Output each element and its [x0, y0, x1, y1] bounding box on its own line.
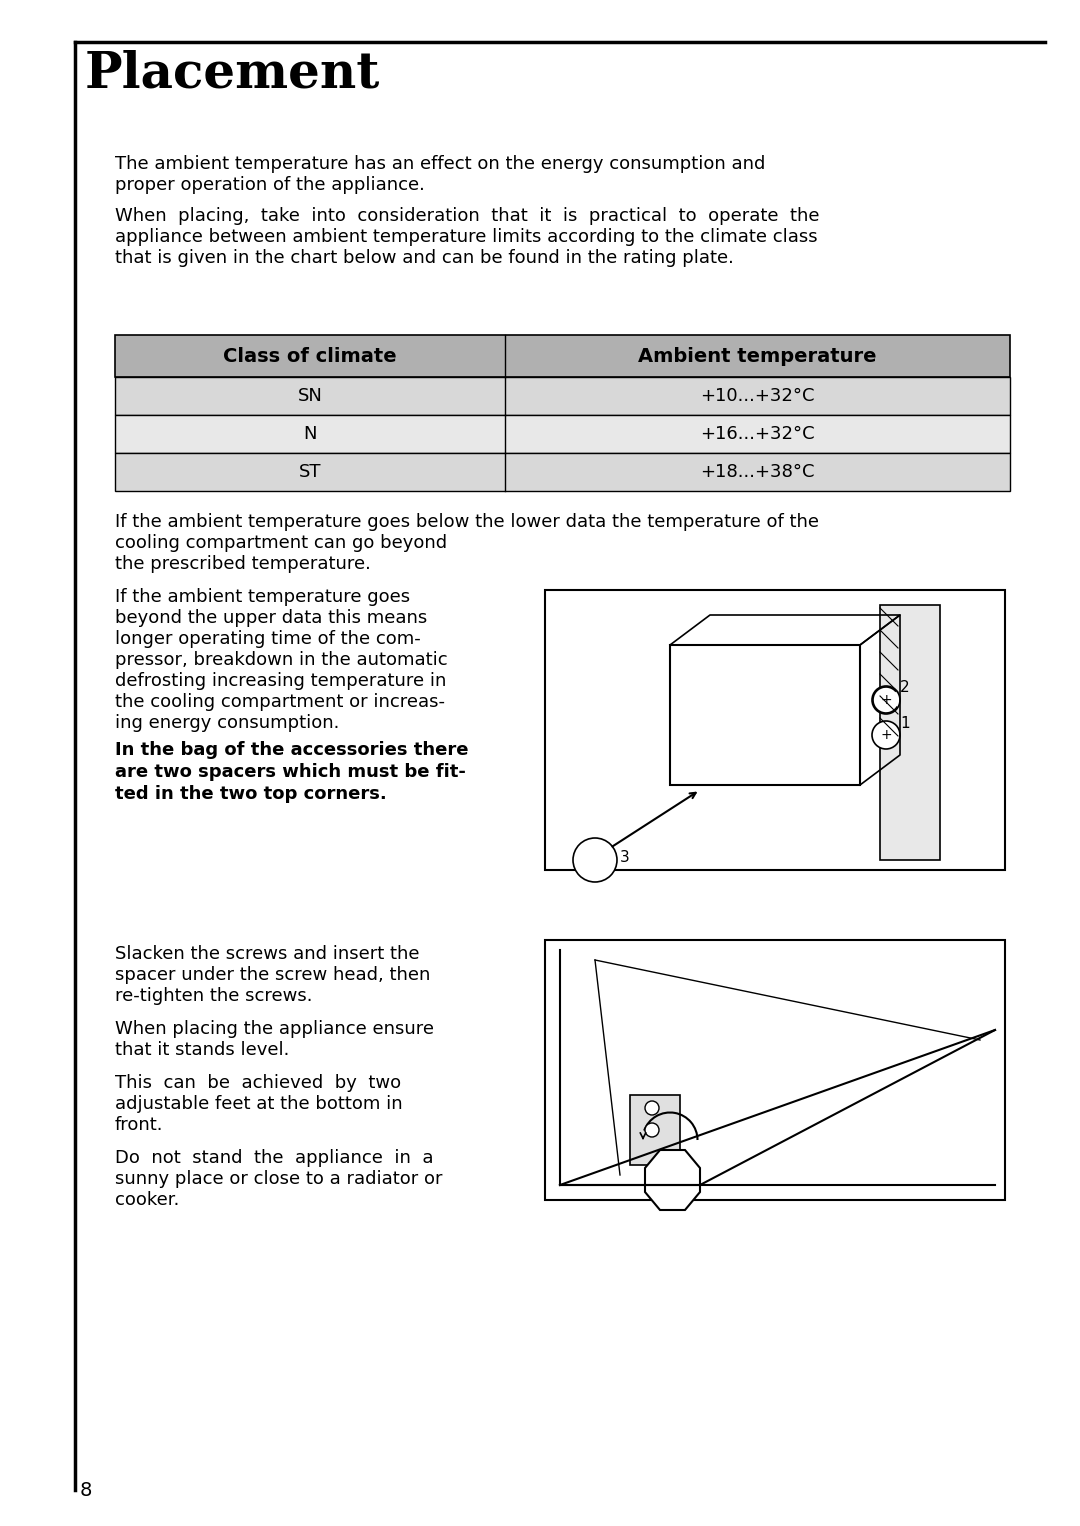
Bar — [545, 591, 1005, 870]
Bar — [630, 1096, 680, 1164]
Text: If the ambient temperature goes: If the ambient temperature goes — [114, 588, 410, 606]
Text: N: N — [303, 426, 316, 443]
Text: 3: 3 — [620, 850, 630, 865]
Text: ted in the two top corners.: ted in the two top corners. — [114, 784, 387, 803]
Text: This  can  be  achieved  by  two: This can be achieved by two — [114, 1074, 401, 1093]
Text: In the bag of the accessories there: In the bag of the accessories there — [114, 742, 469, 758]
Text: cooker.: cooker. — [114, 1190, 179, 1209]
Text: front.: front. — [114, 1116, 163, 1134]
Text: longer operating time of the com-: longer operating time of the com- — [114, 630, 421, 649]
Circle shape — [645, 1100, 659, 1116]
Text: that is given in the chart below and can be found in the rating plate.: that is given in the chart below and can… — [114, 249, 734, 267]
Text: +18...+38°C: +18...+38°C — [700, 462, 814, 481]
Bar — [114, 415, 1010, 453]
Bar — [114, 453, 1010, 491]
Bar — [114, 336, 1010, 377]
Text: If the ambient temperature goes below the lower data the temperature of the: If the ambient temperature goes below th… — [114, 513, 819, 531]
Text: When placing the appliance ensure: When placing the appliance ensure — [114, 1019, 434, 1038]
Text: SN: SN — [298, 388, 323, 404]
Text: +16...+32°C: +16...+32°C — [700, 426, 814, 443]
Bar — [545, 940, 1005, 1199]
Bar — [670, 645, 860, 784]
Text: defrosting increasing temperature in: defrosting increasing temperature in — [114, 671, 446, 690]
Text: Do  not  stand  the  appliance  in  a: Do not stand the appliance in a — [114, 1149, 433, 1167]
Text: are two spacers which must be fit-: are two spacers which must be fit- — [114, 763, 465, 781]
Bar — [114, 377, 1010, 415]
Text: pressor, breakdown in the automatic: pressor, breakdown in the automatic — [114, 652, 447, 668]
Text: +: + — [880, 728, 892, 742]
Text: beyond the upper data this means: beyond the upper data this means — [114, 609, 428, 627]
Text: 8: 8 — [80, 1482, 93, 1500]
Text: Placement: Placement — [85, 50, 380, 99]
Bar — [880, 604, 940, 861]
Text: The ambient temperature has an effect on the energy consumption and: The ambient temperature has an effect on… — [114, 156, 766, 172]
Text: the prescribed temperature.: the prescribed temperature. — [114, 555, 370, 572]
Text: adjustable feet at the bottom in: adjustable feet at the bottom in — [114, 1096, 403, 1112]
Circle shape — [573, 838, 617, 882]
Text: that it stands level.: that it stands level. — [114, 1041, 289, 1059]
Text: appliance between ambient temperature limits according to the climate class: appliance between ambient temperature li… — [114, 227, 818, 246]
Circle shape — [872, 687, 900, 714]
Text: proper operation of the appliance.: proper operation of the appliance. — [114, 175, 424, 194]
Text: sunny place or close to a radiator or: sunny place or close to a radiator or — [114, 1170, 443, 1189]
Text: re-tighten the screws.: re-tighten the screws. — [114, 987, 312, 1006]
Circle shape — [872, 720, 900, 749]
Polygon shape — [645, 1151, 700, 1210]
Text: ing energy consumption.: ing energy consumption. — [114, 714, 339, 732]
Text: Ambient temperature: Ambient temperature — [638, 346, 877, 366]
Circle shape — [645, 1123, 659, 1137]
Text: +10...+32°C: +10...+32°C — [700, 388, 814, 404]
Text: Slacken the screws and insert the: Slacken the screws and insert the — [114, 945, 419, 963]
Text: the cooling compartment or increas-: the cooling compartment or increas- — [114, 693, 445, 711]
Text: cooling compartment can go beyond: cooling compartment can go beyond — [114, 534, 447, 552]
Text: +: + — [880, 693, 892, 707]
Text: 2: 2 — [900, 681, 909, 696]
Text: ST: ST — [299, 462, 321, 481]
Text: When  placing,  take  into  consideration  that  it  is  practical  to  operate : When placing, take into consideration th… — [114, 208, 820, 224]
Text: Class of climate: Class of climate — [224, 346, 396, 366]
Text: spacer under the screw head, then: spacer under the screw head, then — [114, 966, 430, 984]
Text: 1: 1 — [900, 716, 909, 731]
